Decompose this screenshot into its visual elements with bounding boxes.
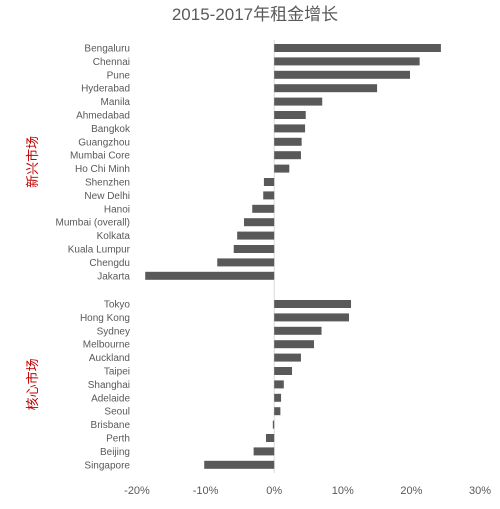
category-label: Pune — [107, 70, 131, 81]
category-label: Adelaide — [91, 393, 130, 404]
category-label: Hyderabad — [81, 84, 130, 95]
x-axis-ticks-layer: -20% -10% 0% 10% 20% 30% — [124, 485, 491, 497]
category-labels-layer: Bengaluru Chennai Pune Hyderabad Manila Ahmed… — [56, 44, 131, 472]
bar — [274, 340, 314, 349]
x-tick-label: -10% — [193, 485, 219, 497]
group-label: 核心市场 — [25, 358, 40, 410]
bar — [145, 271, 275, 280]
category-label: Kolkata — [97, 231, 131, 242]
bar — [253, 447, 275, 456]
bar — [274, 44, 441, 52]
bar — [217, 258, 275, 267]
category-label: Singapore — [84, 460, 130, 471]
category-label: Bangkok — [91, 124, 131, 135]
bar — [233, 245, 275, 253]
bar — [274, 313, 349, 322]
category-label: Shanghai — [88, 380, 130, 391]
category-label: Guangzhou — [78, 137, 130, 148]
bar — [274, 97, 323, 106]
category-label: Brisbane — [91, 420, 131, 431]
category-label: Auckland — [89, 353, 130, 364]
category-label: Manila — [101, 97, 131, 108]
category-label: Ho Chi Minh — [75, 164, 130, 175]
bar — [274, 300, 352, 308]
bar — [274, 393, 282, 402]
bar — [252, 204, 275, 213]
bar — [274, 111, 306, 119]
category-label: Mumbai Core — [70, 151, 130, 162]
group-label: 新兴市场 — [25, 136, 40, 188]
category-label: Chengdu — [89, 258, 130, 269]
bar — [263, 191, 275, 200]
bar — [274, 124, 306, 133]
category-label: Melbourne — [83, 340, 131, 351]
bars-layer — [145, 40, 441, 473]
bar — [274, 164, 290, 173]
category-label: Sydney — [97, 326, 130, 337]
chart-title: 2015-2017年租金增长 — [172, 5, 338, 24]
category-label: Ahmedabad — [76, 111, 130, 122]
bar — [237, 231, 275, 240]
bar — [204, 460, 275, 469]
bar — [274, 84, 378, 93]
x-tick-label: 0% — [266, 485, 282, 497]
category-label: Tokyo — [104, 300, 131, 311]
x-tick-label: 20% — [400, 485, 422, 497]
category-label: Beijing — [100, 447, 130, 458]
category-label: Chennai — [93, 57, 130, 68]
bar — [274, 367, 293, 375]
category-label: Kuala Lumpur — [68, 245, 131, 256]
bar — [274, 326, 322, 335]
bar — [265, 434, 275, 442]
category-label: Shenzhen — [85, 178, 130, 189]
bar — [272, 420, 275, 429]
category-label: New Delhi — [84, 191, 130, 202]
bar — [274, 380, 284, 389]
category-label: Hanoi — [104, 204, 130, 215]
category-label: Perth — [106, 434, 130, 445]
bar — [244, 218, 275, 227]
category-label: Mumbai (overall) — [56, 218, 130, 229]
bar — [263, 178, 275, 186]
category-label: Bengaluru — [84, 44, 130, 55]
category-label: Hong Kong — [80, 313, 130, 324]
bar — [274, 407, 281, 416]
bar — [274, 353, 301, 362]
bar — [274, 57, 420, 66]
bar — [274, 137, 302, 146]
x-tick-label: 10% — [332, 485, 354, 497]
bar — [274, 151, 301, 160]
category-label: Seoul — [104, 407, 130, 418]
category-label: Jakarta — [97, 271, 130, 282]
x-tick-label: -20% — [124, 485, 150, 497]
bar — [274, 70, 411, 79]
category-label: Taipei — [104, 367, 130, 378]
x-tick-label: 30% — [469, 485, 491, 497]
